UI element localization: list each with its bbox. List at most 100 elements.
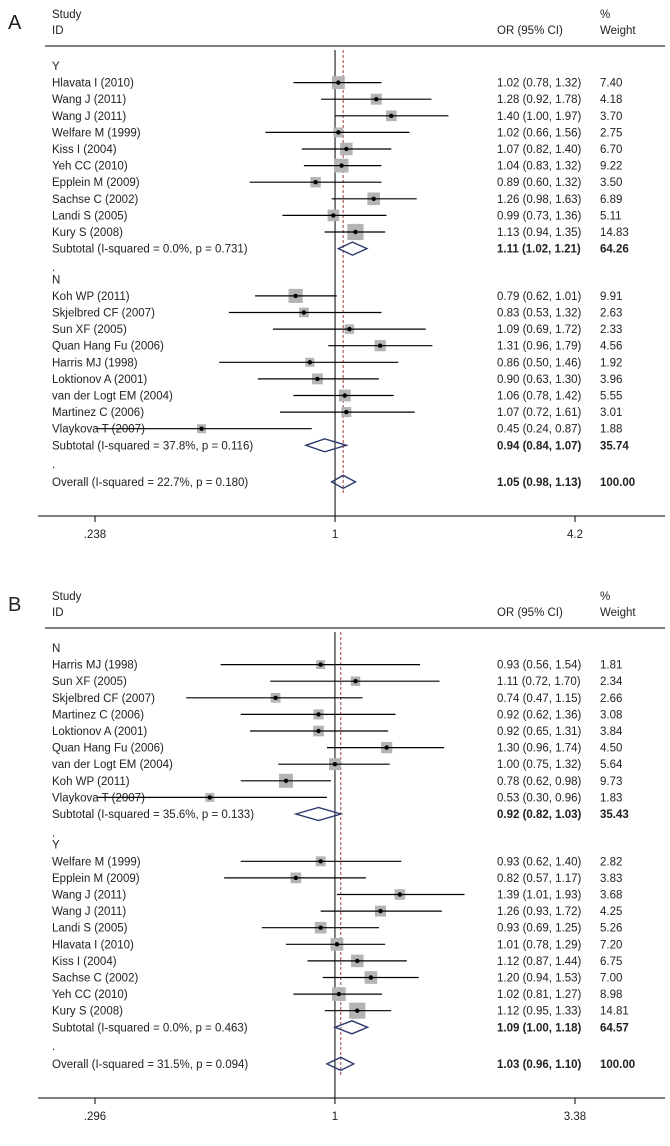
weight-value: 6.70 [600, 144, 622, 156]
study-name: Wang J (2011) [52, 111, 126, 123]
point-estimate [355, 1008, 360, 1013]
or-ci-value: 1.00 (0.75, 1.32) [497, 759, 582, 771]
or-ci-value: 1.12 (0.87, 1.44) [497, 956, 582, 968]
study-name: Vlaykova T (2007) [52, 424, 145, 436]
subtotal-label: Subtotal (I-squared = 35.6%, p = 0.133) [52, 809, 254, 821]
x-tick-label: 4.2 [567, 529, 583, 541]
point-estimate [293, 875, 299, 881]
group-separator: . [52, 262, 55, 274]
x-tick-label: .296 [84, 1111, 106, 1123]
study-name: Koh WP (2011) [52, 776, 130, 788]
study-name: Skjelbred CF (2007) [52, 308, 155, 320]
weight-value: 7.00 [600, 973, 622, 985]
point-estimate [336, 130, 341, 135]
point-estimate [389, 113, 394, 119]
subtotal-diamond [332, 1020, 370, 1035]
study-name: Loktionov A (2001) [52, 726, 147, 738]
weight-value: 1.81 [600, 660, 622, 672]
study-name: Hlavata I (2010) [52, 939, 134, 951]
panel-label: A [8, 12, 22, 34]
study-name: Kiss I (2004) [52, 144, 117, 156]
or-ci-value: 1.02 (0.66, 1.56) [497, 127, 582, 139]
group-label: N [52, 274, 60, 286]
weight-value: 9.22 [600, 161, 622, 173]
or-ci-value: 0.86 (0.50, 1.46) [497, 357, 582, 369]
subtotal-weight: 64.26 [600, 244, 629, 256]
overall-label: Overall (I-squared = 22.7%, p = 0.180) [52, 477, 248, 489]
study-name: Sun XF (2005) [52, 676, 127, 688]
study-name: Sachse C (2002) [52, 973, 138, 985]
or-ci-value: 1.09 (0.69, 1.72) [497, 324, 582, 336]
point-estimate [273, 695, 278, 700]
study-name: Koh WP (2011) [52, 291, 130, 303]
study-name: Kury S (2008) [52, 227, 123, 239]
or-ci-value: 1.20 (0.94, 1.53) [497, 973, 582, 985]
weight-value: 14.83 [600, 227, 629, 239]
or-ci-value: 1.06 (0.78, 1.42) [497, 391, 582, 403]
overall-or-ci: 1.03 (0.96, 1.10) [497, 1059, 582, 1071]
header-pct: % [600, 9, 610, 21]
group-label: Y [52, 61, 60, 73]
or-ci-value: 1.40 (1.00, 1.97) [497, 111, 582, 123]
point-estimate [344, 146, 349, 152]
weight-value: 4.50 [600, 743, 622, 755]
subtotal-label: Subtotal (I-squared = 37.8%, p = 0.116) [52, 440, 253, 452]
weight-value: 5.55 [600, 391, 622, 403]
point-estimate [377, 343, 383, 348]
weight-value: 2.63 [600, 308, 622, 320]
study-name: Sun XF (2005) [52, 324, 127, 336]
or-ci-value: 0.93 (0.56, 1.54) [497, 660, 582, 672]
or-ci-value: 1.26 (0.93, 1.72) [497, 906, 582, 918]
weight-value: 3.08 [600, 709, 622, 721]
or-ci-value: 1.26 (0.98, 1.63) [497, 194, 582, 206]
or-ci-value: 0.45 (0.24, 0.87) [497, 424, 582, 436]
or-ci-value: 1.28 (0.92, 1.78) [497, 94, 582, 106]
group-label: N [52, 643, 60, 655]
study-name: Kiss I (2004) [52, 956, 117, 968]
or-ci-value: 0.74 (0.47, 1.15) [497, 693, 582, 705]
subtotal-or-ci: 1.09 (1.00, 1.18) [497, 1022, 582, 1034]
subtotal-weight: 35.74 [600, 440, 629, 452]
header-id: ID [52, 25, 64, 37]
or-ci-value: 1.30 (0.96, 1.74) [497, 743, 582, 755]
point-estimate [371, 196, 376, 201]
study-name: Epplein M (2009) [52, 873, 140, 885]
header-study: Study [52, 591, 82, 603]
weight-value: 6.89 [600, 194, 622, 206]
subtotal-diamond [336, 241, 369, 256]
header-id: ID [52, 607, 64, 619]
or-ci-value: 0.79 (0.62, 1.01) [497, 291, 582, 303]
weight-value: 3.50 [600, 177, 622, 189]
study-name: Landi S (2005) [52, 923, 128, 935]
weight-value: 9.91 [600, 291, 622, 303]
weight-value: 2.33 [600, 324, 622, 336]
weight-value: 6.75 [600, 956, 622, 968]
group-separator: . [52, 459, 55, 471]
point-estimate [339, 163, 344, 168]
weight-value: 9.73 [600, 776, 622, 788]
or-ci-value: 0.83 (0.53, 1.32) [497, 308, 582, 320]
or-ci-value: 1.07 (0.72, 1.61) [497, 407, 582, 419]
weight-value: 3.68 [600, 890, 622, 902]
study-name: Martinez C (2006) [52, 407, 144, 419]
header-weight: Weight [600, 607, 636, 619]
study-name: Landi S (2005) [52, 210, 128, 222]
point-estimate [397, 892, 403, 897]
study-name: Yeh CC (2010) [52, 989, 128, 1001]
point-estimate [318, 925, 323, 930]
weight-value: 5.26 [600, 923, 622, 935]
weight-value: 1.92 [600, 357, 622, 369]
overall-diamond [330, 474, 357, 490]
subtotal-weight: 64.57 [600, 1022, 629, 1034]
x-tick-label: 3.38 [564, 1111, 586, 1123]
or-ci-value: 0.78 (0.62, 0.98) [497, 776, 582, 788]
or-ci-value: 0.92 (0.65, 1.31) [497, 726, 582, 738]
overall-weight: 100.00 [600, 1059, 635, 1071]
point-estimate [353, 679, 358, 684]
weight-value: 3.70 [600, 111, 622, 123]
point-estimate [318, 859, 323, 864]
study-name: Hlavata I (2010) [52, 78, 134, 90]
study-name: Welfare M (1999) [52, 856, 141, 868]
